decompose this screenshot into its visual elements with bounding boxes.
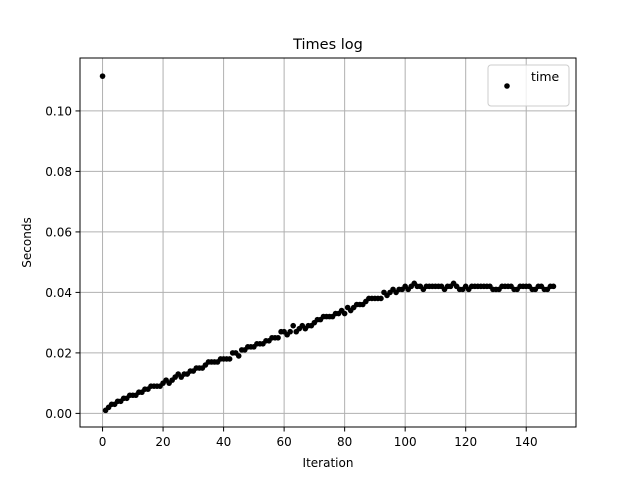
legend: time bbox=[488, 65, 569, 106]
x-tick-label: 120 bbox=[454, 435, 477, 449]
x-tick-label: 60 bbox=[276, 435, 291, 449]
data-point bbox=[551, 284, 557, 290]
x-tick-label: 100 bbox=[394, 435, 417, 449]
chart-title: Times log bbox=[292, 37, 363, 53]
x-axis-label: Iteration bbox=[303, 456, 354, 470]
y-tick-label: 0.08 bbox=[45, 165, 72, 179]
data-point bbox=[290, 323, 296, 329]
data-point bbox=[100, 73, 106, 79]
y-axis-label: Seconds bbox=[20, 217, 34, 267]
x-tick-label: 0 bbox=[99, 435, 107, 449]
data-point bbox=[342, 311, 348, 317]
y-tick-label: 0.10 bbox=[45, 104, 72, 118]
y-tick-label: 0.04 bbox=[45, 286, 72, 300]
data-point bbox=[287, 329, 293, 335]
y-tick-label: 0.00 bbox=[45, 407, 72, 421]
data-point bbox=[275, 335, 281, 341]
x-tick-label: 140 bbox=[515, 435, 538, 449]
data-point bbox=[227, 356, 233, 362]
x-tick-label: 40 bbox=[216, 435, 231, 449]
y-tick-label: 0.02 bbox=[45, 346, 72, 360]
legend-entry-time: time bbox=[531, 69, 560, 84]
data-point bbox=[236, 353, 242, 359]
y-tick-label: 0.06 bbox=[45, 225, 72, 239]
legend-marker bbox=[504, 83, 510, 89]
data-point bbox=[378, 296, 384, 302]
x-tick-label: 20 bbox=[155, 435, 170, 449]
x-tick-label: 80 bbox=[337, 435, 352, 449]
